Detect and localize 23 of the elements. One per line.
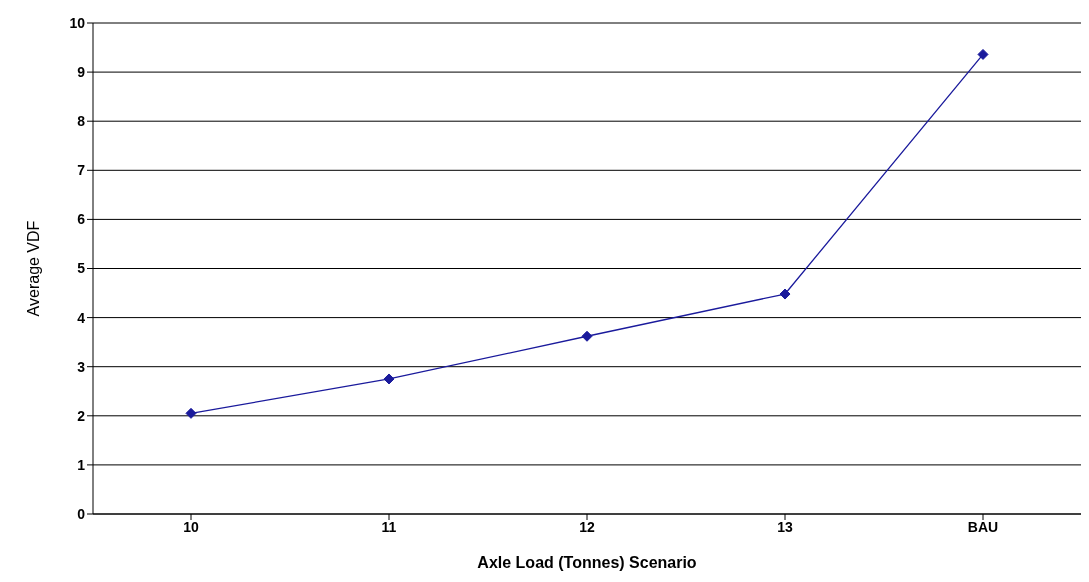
x-tick-label: 10 [183, 518, 199, 535]
point [779, 288, 791, 300]
x-tick-label: 12 [579, 518, 595, 535]
x-tick-label: BAU [967, 518, 999, 535]
y-tick-label: 2 [77, 407, 86, 424]
y-tick-label: 9 [77, 64, 86, 81]
x-axis-title: Axle Load (Tonnes) Scenario [477, 554, 697, 571]
point [185, 407, 197, 419]
point [383, 373, 395, 385]
y-tick-label: 0 [77, 505, 86, 522]
y-tick-label: 8 [77, 113, 86, 130]
y-tick-label: 5 [77, 260, 86, 277]
y-tick-label: 3 [77, 358, 86, 375]
y-tick-label: 4 [77, 309, 86, 326]
x-tick-label: 13 [777, 518, 793, 535]
point [581, 330, 593, 342]
y-axis-title: Average VDF [24, 220, 42, 317]
y-tick-label: 6 [77, 211, 86, 228]
x-tick-label: 11 [381, 518, 397, 535]
point [977, 48, 989, 60]
y-tick-label: 1 [77, 456, 86, 473]
y-tick-label: 10 [69, 14, 86, 31]
y-tick-label: 7 [77, 162, 86, 179]
